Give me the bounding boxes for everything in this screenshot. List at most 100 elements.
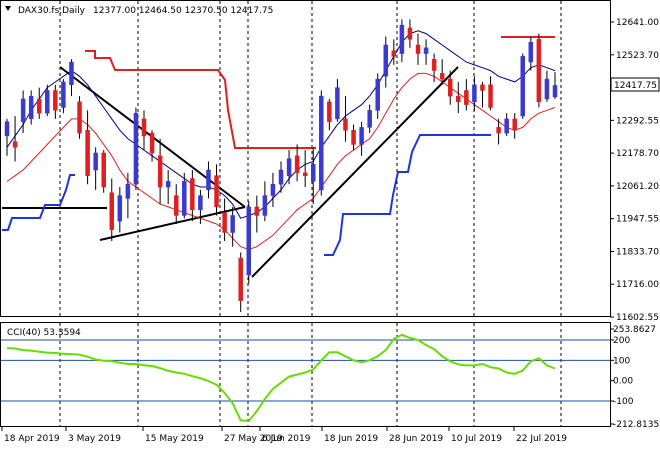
candle-body bbox=[351, 129, 356, 145]
candle-body bbox=[407, 27, 413, 40]
price-tick-label: 12523.70 bbox=[616, 51, 659, 61]
candle-body bbox=[173, 195, 179, 216]
date-tick-label: 15 May 2019 bbox=[145, 434, 204, 444]
candle-body bbox=[447, 78, 453, 97]
candle-body bbox=[20, 98, 26, 122]
date-tick-label: 28 Jun 2019 bbox=[389, 434, 443, 444]
cci-tick-label: -100 bbox=[613, 397, 634, 407]
candle-body bbox=[415, 44, 421, 54]
candle-body bbox=[12, 141, 18, 148]
price-tick-label: 11833.70 bbox=[616, 247, 659, 257]
candle-body bbox=[504, 118, 509, 134]
candle-body bbox=[198, 195, 203, 211]
candle-body bbox=[117, 195, 123, 222]
candle-body bbox=[125, 183, 131, 199]
price-tick-label: 12178.70 bbox=[616, 149, 659, 159]
candle-body bbox=[423, 47, 429, 54]
candle-body bbox=[141, 118, 147, 137]
candle-body bbox=[45, 90, 50, 114]
candle-body bbox=[359, 127, 364, 145]
candle-body bbox=[61, 81, 66, 108]
date-tick-label: 3 May 2019 bbox=[68, 434, 121, 444]
trendline-annotations bbox=[2, 66, 459, 278]
blue-support-stop-line bbox=[2, 174, 75, 231]
candle-body bbox=[302, 172, 308, 176]
candle-body bbox=[472, 84, 477, 103]
candle-body bbox=[157, 155, 163, 188]
candle-body bbox=[528, 41, 534, 63]
cci-tick-label: 200 bbox=[613, 336, 630, 346]
candle-body bbox=[456, 95, 461, 103]
candle-body bbox=[367, 110, 372, 128]
date-tick-label: 10 Jul 2019 bbox=[451, 434, 502, 444]
candles bbox=[4, 19, 558, 313]
price-tick-label: 12641.00 bbox=[616, 18, 659, 28]
candle-body bbox=[206, 169, 211, 191]
candle-body bbox=[93, 152, 98, 171]
candle-body bbox=[310, 164, 316, 182]
price-tick-label: 11602.55 bbox=[616, 313, 659, 323]
candle-body bbox=[383, 44, 389, 77]
candle-body bbox=[165, 181, 171, 188]
candle-body bbox=[512, 118, 517, 131]
date-axis: 18 Apr 2019 3 May 2019 15 May 2019 27 May 2… bbox=[1, 427, 567, 444]
symbol-marker-icon bbox=[5, 6, 11, 11]
candle-body bbox=[488, 84, 493, 108]
cci-tick-label: -212.8135 bbox=[613, 420, 659, 430]
price-tick-label: 12061.20 bbox=[616, 182, 659, 192]
cci-tick-label: 253.8627 bbox=[613, 325, 656, 335]
stop-lines bbox=[2, 36, 555, 256]
candle-body bbox=[262, 195, 268, 216]
candle-body bbox=[222, 212, 227, 233]
candle-body bbox=[399, 24, 405, 54]
candle-body bbox=[270, 183, 276, 196]
price-tick-label: 11716.00 bbox=[616, 280, 659, 290]
cci-indicator-label: CCI(40) 53.3594 bbox=[7, 328, 81, 338]
candle-body bbox=[246, 206, 252, 276]
cci-line bbox=[6, 333, 556, 423]
red-resistance-stop-line bbox=[85, 50, 316, 149]
candle-body bbox=[480, 84, 485, 91]
price-axis: 12641.0012523.7012406.4512292.5512178.70… bbox=[610, 18, 659, 323]
current-price-label: 12417.75 bbox=[614, 81, 657, 91]
candle-body bbox=[4, 121, 10, 137]
candle-body bbox=[109, 192, 115, 230]
candle-body bbox=[238, 257, 243, 301]
candle-body bbox=[133, 112, 139, 185]
candle-body bbox=[375, 78, 380, 111]
chart-symbol-label: DAX30.fs,Daily bbox=[18, 6, 86, 16]
cci-tick-label: 0.00 bbox=[613, 377, 633, 387]
candle-body bbox=[286, 158, 292, 176]
date-tick-label: 27 May 2019 bbox=[224, 434, 283, 444]
candle-body bbox=[544, 78, 550, 100]
candle-body bbox=[536, 39, 542, 103]
candle-body bbox=[254, 206, 260, 216]
candle-body bbox=[431, 58, 437, 71]
cci-tick-label: 100 bbox=[613, 356, 630, 366]
candle-body bbox=[391, 50, 397, 57]
date-tick-label: 18 Apr 2019 bbox=[4, 434, 60, 444]
candle-body bbox=[335, 87, 340, 120]
candle-body bbox=[53, 90, 58, 111]
candle-body bbox=[520, 56, 526, 117]
candle-body bbox=[214, 175, 219, 208]
candle-body bbox=[69, 61, 74, 86]
candle-body bbox=[464, 90, 469, 105]
candle-body bbox=[552, 85, 558, 98]
candle-body bbox=[294, 155, 300, 174]
candle-body bbox=[182, 181, 187, 216]
price-tick-label: 11947.55 bbox=[616, 215, 659, 225]
candle-body bbox=[439, 73, 445, 80]
blue-support-stop-line-2 bbox=[324, 134, 491, 256]
candle-body bbox=[190, 178, 195, 211]
cci-line-group bbox=[6, 333, 556, 423]
rising-wedge-lower-line bbox=[99, 206, 246, 241]
candle-body bbox=[278, 169, 284, 185]
lower-band-line bbox=[6, 72, 556, 251]
candle-body bbox=[496, 127, 501, 134]
candle-body bbox=[77, 101, 82, 134]
date-tick-label: 18 Jun 2019 bbox=[324, 434, 378, 444]
